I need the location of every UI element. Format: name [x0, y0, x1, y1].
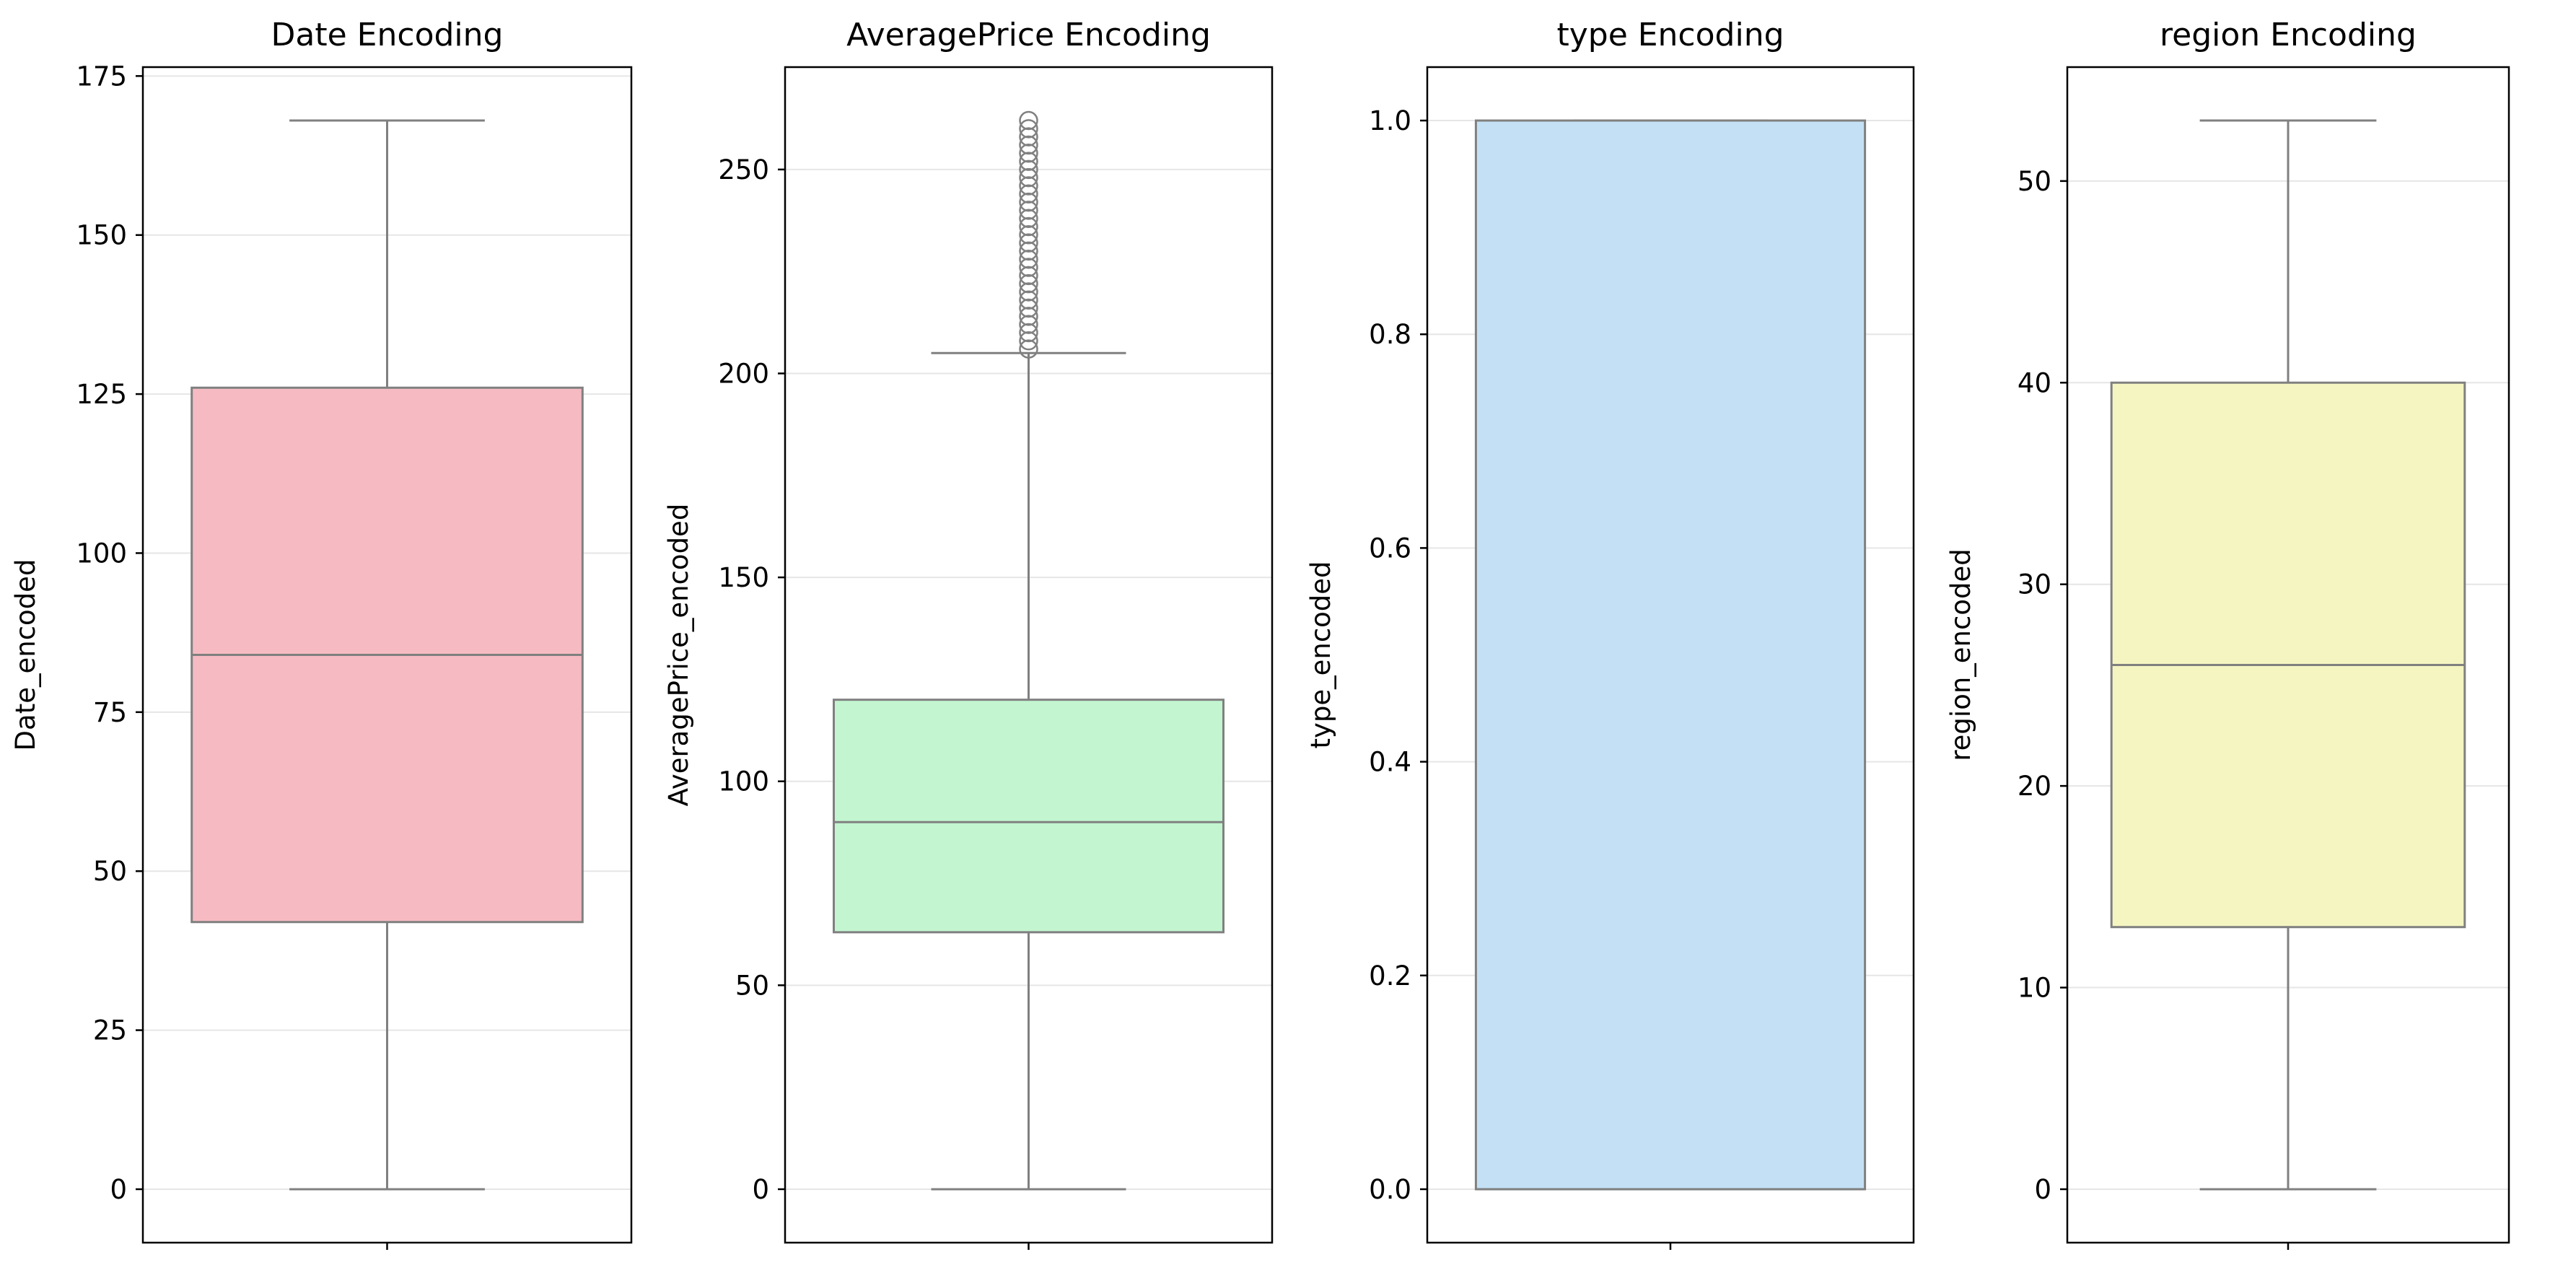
y-tick-label: 150	[718, 562, 769, 593]
outlier-point	[1019, 323, 1038, 343]
y-tick-label: 40	[2018, 367, 2051, 398]
subplot-title: region Encoding	[2160, 17, 2417, 53]
subplot-1: 0 25 50 75 100 125 150 175 Date Encoding Date_enc…	[10, 17, 633, 1250]
y-tick-label: 10	[2018, 973, 2051, 1004]
outlier-point	[1019, 331, 1038, 351]
y-tick-label: 0	[2034, 1174, 2051, 1205]
outlier-point	[1019, 216, 1038, 237]
y-tick-label: 0.4	[1369, 747, 1411, 778]
outlier-point	[1019, 282, 1038, 302]
outlier-point	[1019, 249, 1038, 269]
outlier-point	[1019, 127, 1038, 146]
outlier-point	[1019, 152, 1038, 171]
y-axis-label: type_encoded	[1305, 561, 1336, 748]
outlier-point	[1019, 144, 1038, 163]
y-tick-label: 50	[735, 970, 769, 1001]
y-tick-label: 50	[2018, 166, 2051, 197]
outlier-point	[1019, 110, 1038, 131]
outlier-point	[1019, 233, 1038, 253]
subplot-title: type Encoding	[1556, 17, 1784, 53]
y-axis-label: AveragePrice_encoded	[663, 504, 694, 807]
y-tick-label: 0	[752, 1174, 769, 1205]
outlier-point	[1019, 241, 1038, 261]
outlier-point	[1019, 307, 1038, 326]
outlier-point	[1019, 119, 1038, 139]
outlier-point	[1019, 266, 1038, 286]
outlier-point	[1019, 339, 1038, 359]
outlier-point	[1019, 258, 1038, 277]
outlier-point	[1019, 192, 1038, 212]
subplot-title: Date Encoding	[271, 17, 504, 53]
y-tick-label: 0.8	[1369, 319, 1411, 350]
y-axis-label: region_encoded	[1945, 548, 1976, 761]
subplot-3: 0.0 0.2 0.4 0.6 0.8 1.0 type Encoding type_enco…	[1305, 17, 1915, 1250]
y-tick-label: 0	[110, 1174, 127, 1205]
box-iqr	[833, 699, 1225, 934]
y-axis-label: Date_encoded	[10, 559, 41, 751]
y-tick-label: 75	[93, 697, 127, 728]
y-tick-label: 50	[93, 856, 127, 887]
y-tick-label: 25	[93, 1015, 127, 1046]
y-tick-label: 0.6	[1369, 533, 1411, 564]
y-tick-label: 30	[2018, 569, 2051, 600]
outlier-point	[1019, 159, 1038, 180]
outlier-point	[1019, 167, 1038, 188]
outlier-point	[1019, 184, 1038, 204]
subplot-2: 0 50 100 150 200 250 AveragePrice Encoding Aver…	[663, 17, 1274, 1250]
outlier-point	[1019, 176, 1038, 196]
y-tick-label: 150	[76, 220, 127, 251]
outlier-point	[1019, 201, 1038, 220]
y-tick-label: 100	[718, 766, 769, 797]
y-tick-label: 125	[76, 379, 127, 410]
outlier-point	[1019, 315, 1038, 334]
box-iqr	[1474, 119, 1867, 1191]
y-tick-label: 0.0	[1369, 1174, 1411, 1205]
y-tick-label: 1.0	[1369, 105, 1411, 136]
subplot-title: AveragePrice Encoding	[846, 17, 1211, 53]
y-tick-label: 200	[718, 358, 769, 389]
box-iqr	[2110, 381, 2466, 929]
y-tick-label: 250	[718, 154, 769, 185]
outlier-point	[1019, 273, 1038, 294]
y-tick-label: 20	[2018, 771, 2051, 802]
y-tick-label: 100	[76, 538, 127, 569]
outlier-point	[1019, 225, 1038, 245]
subplot-4: 0 10 20 30 40 50 region Encoding region_encoded	[1945, 17, 2510, 1250]
outlier-point	[1019, 135, 1038, 155]
y-tick-label: 0.2	[1369, 960, 1411, 992]
outlier-point	[1019, 290, 1038, 310]
y-tick-label: 175	[76, 61, 127, 92]
outlier-point	[1019, 209, 1038, 228]
outlier-point	[1019, 298, 1038, 318]
